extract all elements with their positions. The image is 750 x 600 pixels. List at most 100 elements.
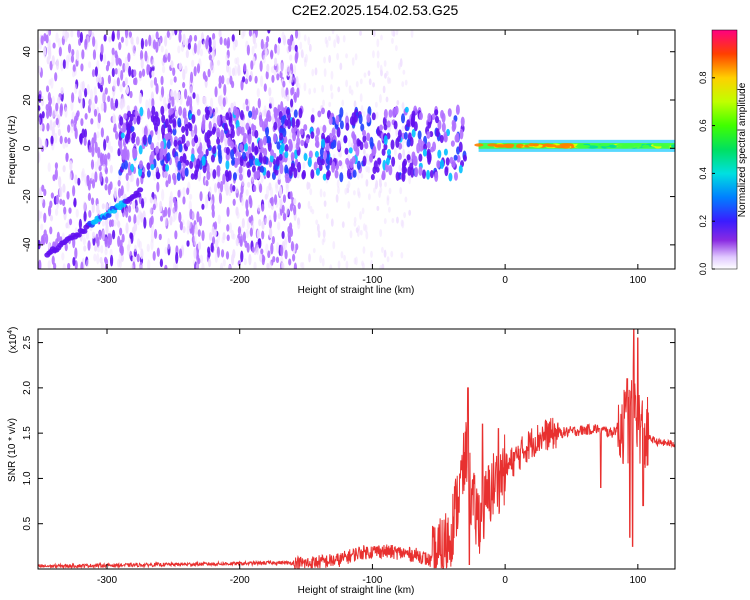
heatmap-noise-mark — [348, 139, 351, 148]
heatmap-noise-mark — [67, 262, 71, 269]
heatmap-band-mark — [156, 116, 161, 127]
heatmap-line-mark — [487, 143, 498, 147]
heatmap-noise-mark — [378, 181, 382, 187]
heatmap-band-mark — [456, 154, 461, 163]
heatmap-noise-mark — [278, 185, 283, 197]
heatmap-band-mark — [150, 142, 155, 151]
heatmap-noise-mark — [80, 81, 84, 91]
heatmap-noise-mark — [99, 171, 103, 183]
heatmap-band-mark — [453, 171, 458, 181]
heatmap-noise-mark — [328, 54, 332, 64]
heatmap-noise-mark — [120, 36, 125, 43]
heatmap-noise-mark — [174, 200, 178, 213]
heatmap-noise-mark — [38, 105, 41, 112]
heatmap-noise-mark — [149, 196, 153, 204]
heatmap-band-mark — [233, 172, 238, 181]
heatmap-noise-mark — [182, 81, 186, 89]
heatmap-noise-mark — [67, 137, 71, 145]
heatmap-noise-mark — [111, 229, 116, 240]
heatmap-noise-mark — [268, 87, 272, 97]
heatmap-noise-mark — [183, 88, 188, 100]
heatmap-noise-mark — [370, 250, 373, 258]
heatmap-noise-mark — [258, 218, 262, 227]
heatmap-noise-mark — [46, 108, 50, 120]
heatmap-noise-mark — [128, 237, 132, 248]
heatmap-band-mark — [300, 139, 305, 147]
heatmap-noise-mark — [71, 70, 76, 78]
heatmap-noise-mark — [296, 87, 300, 98]
heatmap-noise-mark — [359, 30, 362, 36]
heatmap-band-mark — [242, 136, 247, 145]
snr-xtick-label: 0 — [502, 575, 508, 586]
heatmap-noise-mark — [242, 102, 246, 110]
heatmap-noise-mark — [189, 85, 193, 98]
heatmap-band-mark — [297, 161, 302, 173]
snr-ytick-label: 1.0 — [22, 471, 33, 485]
heatmap-noise-mark — [360, 105, 364, 114]
heatmap-band-mark — [212, 145, 217, 155]
heatmap-noise-mark — [319, 125, 323, 135]
heatmap-band-mark — [190, 173, 195, 180]
heatmap-noise-mark — [136, 253, 140, 263]
heatmap-ytick-label: 20 — [22, 94, 33, 106]
heatmap-noise-mark — [149, 207, 153, 215]
heatmap-noise-mark — [345, 53, 348, 59]
heatmap-noise-mark — [127, 52, 131, 63]
heatmap-band-mark — [267, 141, 272, 152]
heatmap-band-mark — [411, 151, 416, 161]
heatmap-noise-mark — [226, 206, 230, 218]
heatmap-noise-mark — [259, 75, 264, 88]
heatmap-noise-mark — [133, 222, 138, 232]
heatmap-noise-mark — [257, 204, 261, 212]
heatmap-noise-mark — [63, 206, 67, 215]
heatmap-noise-mark — [297, 202, 301, 210]
heatmap-band-mark — [317, 110, 322, 118]
heatmap-noise-mark — [276, 72, 280, 81]
heatmap-noise-mark — [111, 30, 115, 42]
heatmap-noise-mark — [90, 159, 95, 170]
heatmap-noise-mark — [263, 83, 267, 92]
heatmap-band-mark — [161, 124, 166, 136]
heatmap-noise-mark — [192, 92, 196, 99]
heatmap-noise-mark — [138, 240, 142, 251]
heatmap-band-mark — [346, 168, 351, 179]
heatmap-noise-mark — [269, 187, 274, 197]
heatmap-noise-mark — [77, 177, 81, 186]
heatmap-noise-mark — [339, 62, 343, 71]
heatmap-noise-mark — [226, 37, 231, 49]
heatmap-band-mark — [178, 106, 183, 116]
heatmap-noise-mark — [105, 202, 109, 211]
heatmap-noise-mark — [92, 36, 96, 47]
heatmap-noise-mark — [398, 164, 402, 172]
heatmap-noise-mark — [212, 32, 216, 41]
heatmap-noise-mark — [194, 124, 198, 136]
heatmap-noise-mark — [46, 122, 50, 132]
heatmap-noise-mark — [236, 56, 240, 66]
heatmap-noise-mark — [251, 45, 255, 56]
heatmap-noise-mark — [124, 56, 128, 68]
heatmap-noise-mark — [401, 81, 405, 88]
heatmap-band-mark — [299, 128, 304, 136]
heatmap-noise-mark — [226, 224, 230, 232]
heatmap-noise-mark — [303, 34, 307, 42]
heatmap-band-mark — [139, 160, 144, 170]
heatmap-band-mark — [458, 165, 463, 174]
heatmap-noise-mark — [96, 131, 100, 139]
heatmap-noise-mark — [160, 45, 164, 53]
heatmap-band-mark — [120, 132, 125, 139]
heatmap-band-mark — [357, 139, 362, 146]
heatmap-noise-mark — [94, 171, 98, 183]
heatmap-noise-mark — [275, 242, 280, 253]
heatmap-noise-mark — [178, 211, 182, 223]
heatmap-band-mark — [444, 166, 449, 177]
heatmap-noise-mark — [214, 86, 218, 98]
heatmap-band-mark — [390, 139, 395, 150]
heatmap-noise-mark — [261, 203, 265, 212]
heatmap-band-mark — [176, 172, 181, 182]
heatmap-noise-mark — [164, 216, 168, 227]
heatmap-noise-mark — [225, 251, 230, 260]
heatmap-noise-mark — [178, 30, 182, 34]
heatmap-noise-mark — [243, 63, 247, 72]
heatmap-noise-mark — [256, 88, 260, 98]
heatmap-noise-mark — [225, 54, 229, 62]
